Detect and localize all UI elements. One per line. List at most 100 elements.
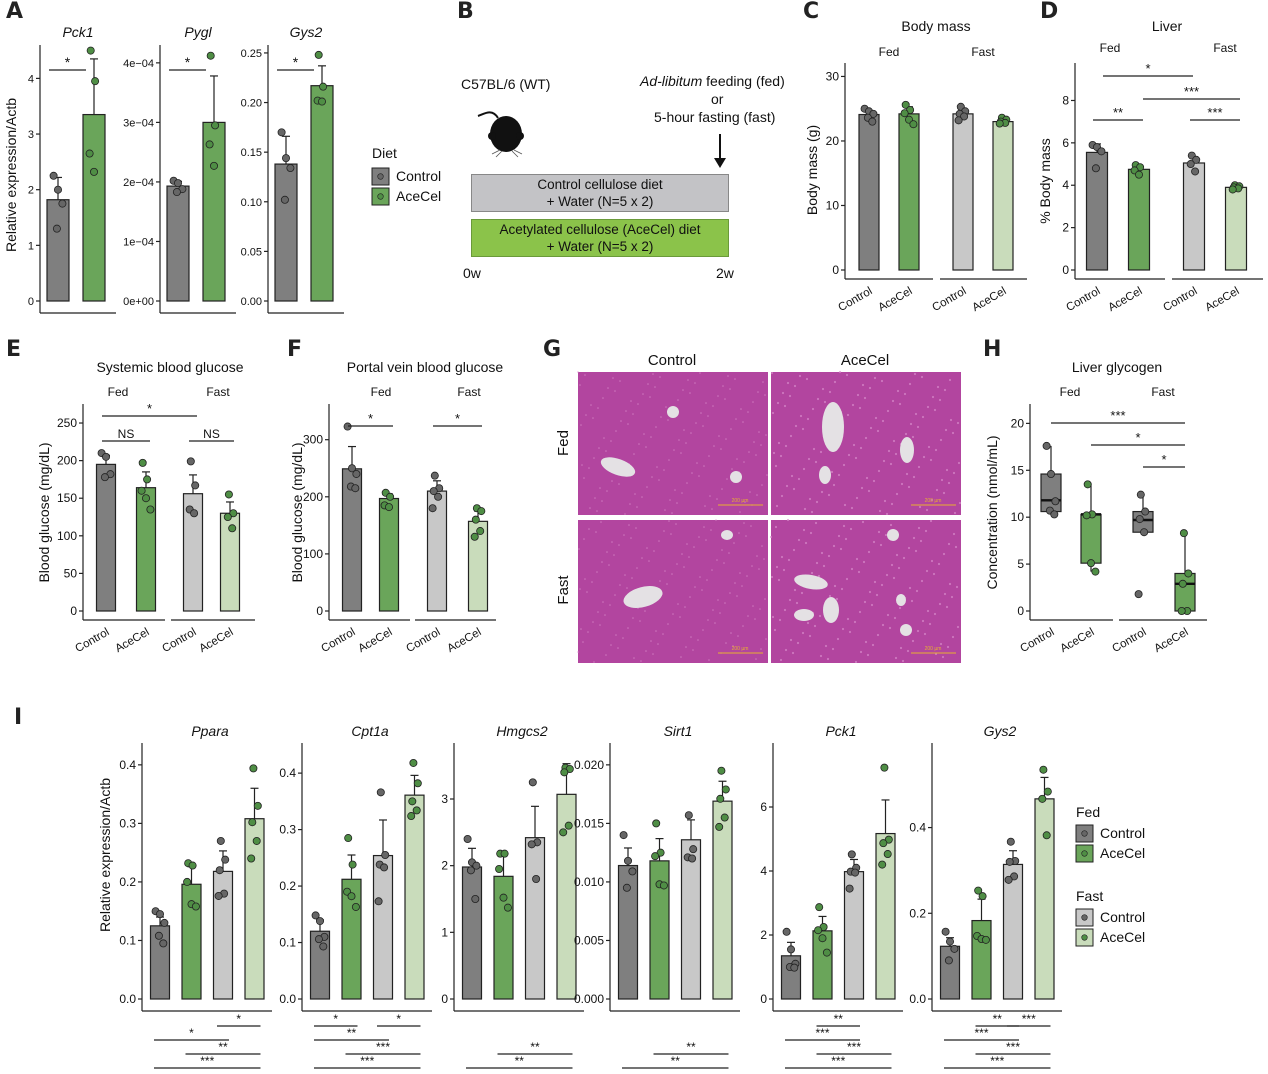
data-point: [1186, 160, 1195, 169]
tissue-texture: [821, 387, 825, 391]
data-point: [1050, 510, 1059, 519]
y-tick-label: 0: [316, 604, 323, 618]
tissue-background: [578, 520, 768, 663]
feeding-label: Ad-libitum feeding (fed): [640, 73, 785, 89]
tissue-texture: [871, 643, 875, 647]
vessel-lumen: [887, 529, 899, 541]
tissue-texture: [694, 586, 696, 588]
tissue-texture: [596, 571, 598, 573]
tissue-texture: [847, 453, 851, 457]
tissue-texture: [925, 569, 929, 573]
tissue-texture: [920, 579, 924, 583]
data-point: [384, 503, 393, 512]
tissue-texture: [579, 384, 581, 386]
data-point: [847, 850, 856, 859]
data-point: [1184, 569, 1193, 578]
data-point: [348, 860, 357, 869]
tissue-texture: [580, 424, 582, 426]
tissue-texture: [597, 611, 599, 613]
tissue-texture: [611, 480, 613, 482]
group-label: Fast: [1151, 385, 1175, 399]
tissue-texture: [606, 551, 608, 553]
chart-title: Portal vein blood glucose: [347, 359, 504, 375]
data-point: [560, 768, 569, 777]
legend-label: Control: [1100, 909, 1145, 925]
tissue-texture: [846, 617, 850, 621]
tissue-texture: [685, 442, 687, 444]
tissue-texture: [948, 378, 952, 382]
tissue-texture: [613, 554, 615, 556]
data-point: [715, 822, 724, 831]
y-tick-label: 30: [826, 69, 840, 83]
tissue-texture: [587, 631, 589, 633]
significance-label: ***: [1184, 84, 1199, 99]
tissue-texture: [707, 619, 709, 621]
tissue-texture: [743, 522, 745, 524]
tissue-texture: [698, 475, 700, 477]
tissue-texture: [858, 406, 862, 410]
x-tick-label: AceCel: [445, 626, 483, 655]
tissue-texture: [669, 499, 671, 501]
tissue-texture: [816, 397, 820, 401]
tissue-texture: [724, 398, 726, 400]
tissue-texture: [787, 558, 791, 562]
significance-label: NS: [203, 427, 220, 441]
tissue-texture: [886, 409, 890, 413]
tissue-texture: [928, 622, 932, 626]
y-tick-label: 0.4: [909, 821, 926, 835]
x-tick-label: Control: [1161, 285, 1199, 314]
tissue-texture: [673, 449, 675, 451]
y-tick-label: 1e−04: [123, 236, 154, 248]
bar: [404, 794, 425, 1000]
tissue-texture: [875, 593, 879, 597]
data-point: [466, 866, 475, 875]
x-tick-label: Control: [930, 285, 968, 314]
x-tick-label: Control: [1064, 285, 1102, 314]
y-tick-label: 2: [760, 928, 767, 942]
tissue-texture: [617, 647, 619, 649]
tissue-texture: [650, 640, 652, 642]
tissue-texture: [843, 503, 847, 507]
tissue-texture: [641, 557, 643, 559]
data-point: [1178, 579, 1187, 588]
data-point: [1038, 794, 1047, 803]
data-point: [223, 513, 232, 522]
tissue-texture: [674, 489, 676, 491]
x-tick-label: Control: [404, 626, 442, 655]
tissue-texture: [819, 654, 823, 658]
bar: [939, 945, 961, 1000]
tissue-texture: [717, 395, 719, 397]
bar: [1182, 162, 1206, 271]
data-point: [527, 840, 536, 849]
y-tick-label: 200: [57, 454, 77, 468]
data-point: [430, 471, 439, 480]
tissue-texture: [615, 634, 617, 636]
tissue-texture: [633, 453, 635, 455]
y-tick-label: 8: [1062, 93, 1069, 107]
significance-label: ***: [1006, 1040, 1020, 1054]
tissue-texture: [598, 447, 600, 449]
tissue-texture: [756, 555, 758, 557]
tissue-texture: [753, 441, 755, 443]
tissue-texture: [833, 584, 837, 588]
tissue-texture: [914, 549, 918, 553]
y-tick-label: 1: [28, 240, 34, 252]
tissue-texture: [723, 562, 725, 564]
significance-label: ***: [847, 1040, 861, 1054]
tissue-texture: [812, 447, 816, 451]
tissue-texture: [781, 391, 785, 395]
tissue-texture: [859, 446, 863, 450]
legend-point: [1081, 914, 1088, 921]
y-tick-label: 0: [28, 296, 34, 308]
tissue-texture: [655, 426, 657, 428]
tissue-texture: [610, 440, 612, 442]
data-point: [143, 475, 152, 484]
tissue-texture: [654, 386, 656, 388]
tissue-texture: [618, 544, 620, 546]
tissue-texture: [591, 581, 593, 583]
tissue-texture: [708, 455, 710, 457]
tissue-texture: [619, 584, 621, 586]
significance-label: NS: [118, 427, 135, 441]
tissue-texture: [589, 507, 591, 509]
tissue-texture: [888, 626, 892, 630]
